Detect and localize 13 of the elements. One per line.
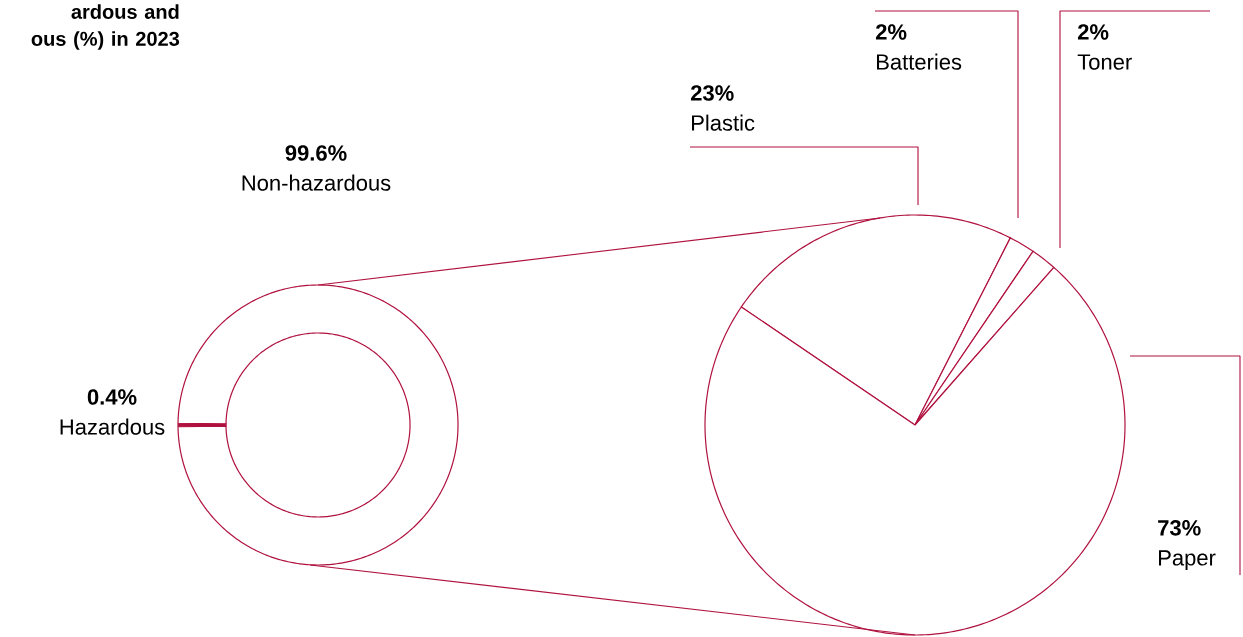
data-label: 2% bbox=[1077, 24, 1109, 40]
chart-title: ardous and ous (%) in 2023 bbox=[31, 4, 180, 50]
slice-label: Hazardous bbox=[60, 418, 165, 435]
data-label: 73% bbox=[1158, 520, 1201, 536]
data-label: 2% bbox=[875, 24, 907, 40]
slice-label: Plastic bbox=[692, 114, 755, 131]
slice-label: Paper bbox=[1159, 550, 1216, 570]
slice-label: Batteries bbox=[877, 53, 962, 70]
slice-label: Non-hazardous bbox=[242, 174, 391, 191]
data-label: 23% bbox=[690, 85, 734, 101]
data-label: 99.6% bbox=[285, 145, 347, 161]
slice-label: Toner bbox=[1077, 54, 1132, 70]
data-label: 0.4% bbox=[87, 389, 137, 405]
